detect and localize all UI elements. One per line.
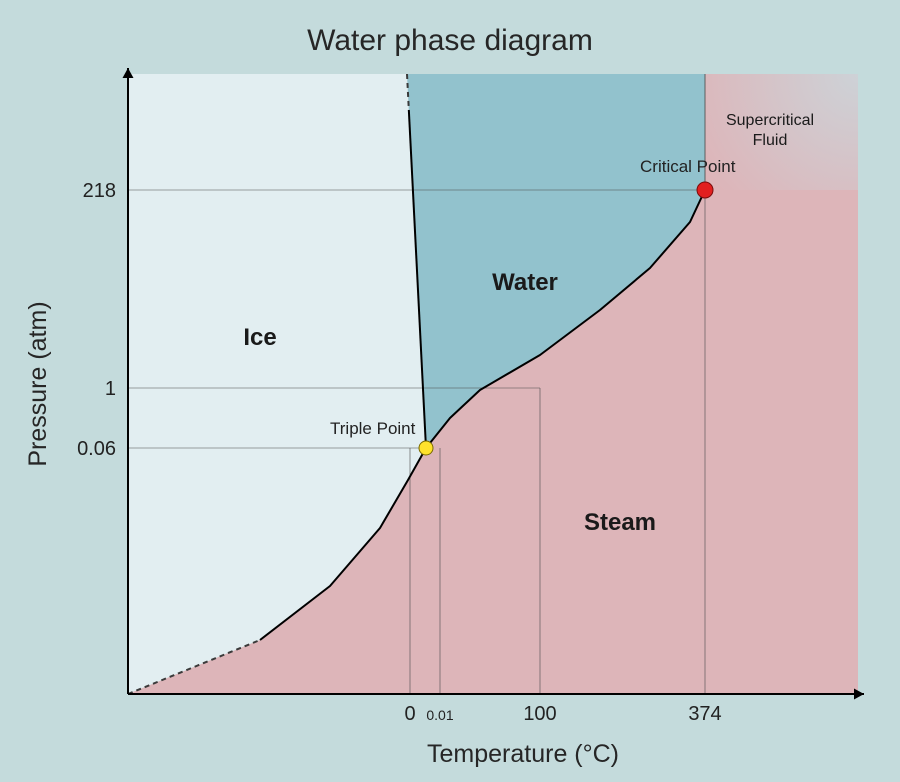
y-axis-label: Pressure (atm) bbox=[24, 301, 52, 466]
label-supercritical: Supercritical bbox=[726, 112, 814, 129]
label-steam: Steam bbox=[584, 509, 656, 536]
chart-title: Water phase diagram bbox=[307, 24, 593, 57]
label-critical-point: Critical Point bbox=[640, 157, 736, 176]
label-ice: Ice bbox=[243, 324, 276, 351]
x-tick-label: 374 bbox=[688, 703, 721, 725]
phase-regions bbox=[128, 74, 858, 694]
x-tick-label: 100 bbox=[523, 703, 556, 725]
triple-point bbox=[419, 441, 433, 455]
x-axis-label: Temperature (°C) bbox=[427, 740, 619, 768]
y-tick-label: 0.06 bbox=[77, 438, 116, 460]
y-tick-label: 1 bbox=[105, 378, 116, 400]
label-triple-point: Triple Point bbox=[330, 419, 416, 438]
y-tick-label: 218 bbox=[83, 180, 116, 202]
phase-diagram: Water phase diagram Ice Water Steam Supe… bbox=[0, 0, 900, 782]
x-tick-label: 0 bbox=[404, 703, 415, 725]
label-water: Water bbox=[492, 269, 558, 296]
x-tick-label: 0.01 bbox=[426, 707, 453, 723]
label-supercritical-2: Fluid bbox=[753, 132, 788, 149]
critical-point bbox=[697, 182, 713, 198]
